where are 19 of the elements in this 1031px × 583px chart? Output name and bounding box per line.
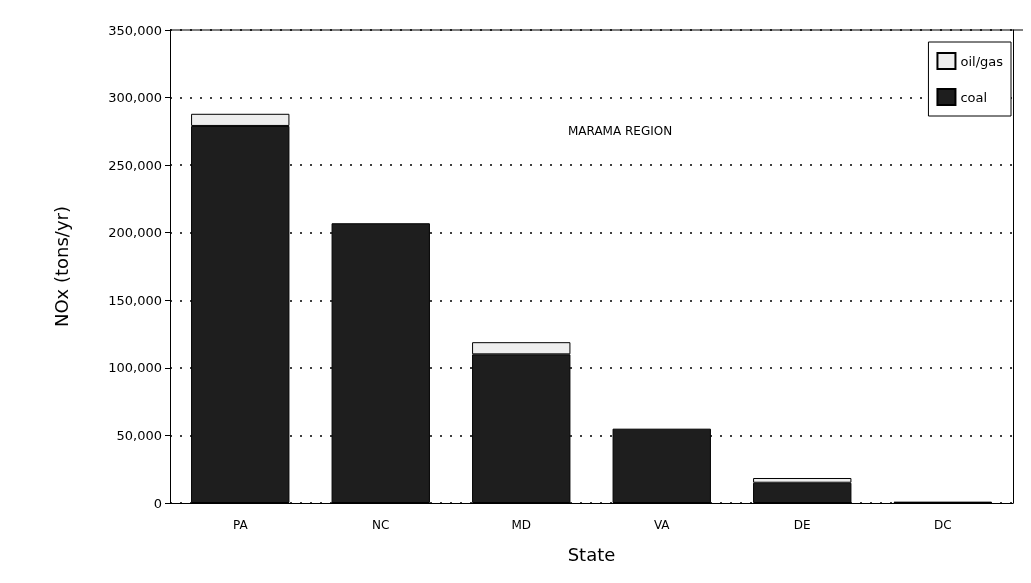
x-tick-label: PA: [232, 518, 249, 532]
x-tick-label: DC: [933, 518, 952, 532]
x-tick-label: DE: [793, 518, 811, 532]
y-tick-label: 300,000: [108, 90, 162, 106]
y-tick-label: 0: [153, 495, 162, 511]
y-axis-title: NOx (tons/yr): [50, 205, 72, 328]
y-tick-label: 150,000: [108, 292, 162, 308]
y-tick-label: 100,000: [108, 360, 162, 376]
x-tick-label: NC: [372, 518, 390, 532]
legend-label: oil/gas: [960, 53, 1004, 69]
x-tick-label: MD: [511, 518, 532, 532]
y-tick-label: 350,000: [108, 22, 162, 38]
x-tick-label: VA: [653, 518, 671, 532]
y-tick-label: 250,000: [108, 157, 162, 173]
x-axis-title: State: [567, 543, 616, 565]
annotation: MARAMA REGION: [568, 124, 673, 138]
legend-label: coal: [960, 89, 988, 105]
y-tick-label: 200,000: [108, 225, 162, 241]
y-tick-label: 50,000: [116, 427, 162, 443]
